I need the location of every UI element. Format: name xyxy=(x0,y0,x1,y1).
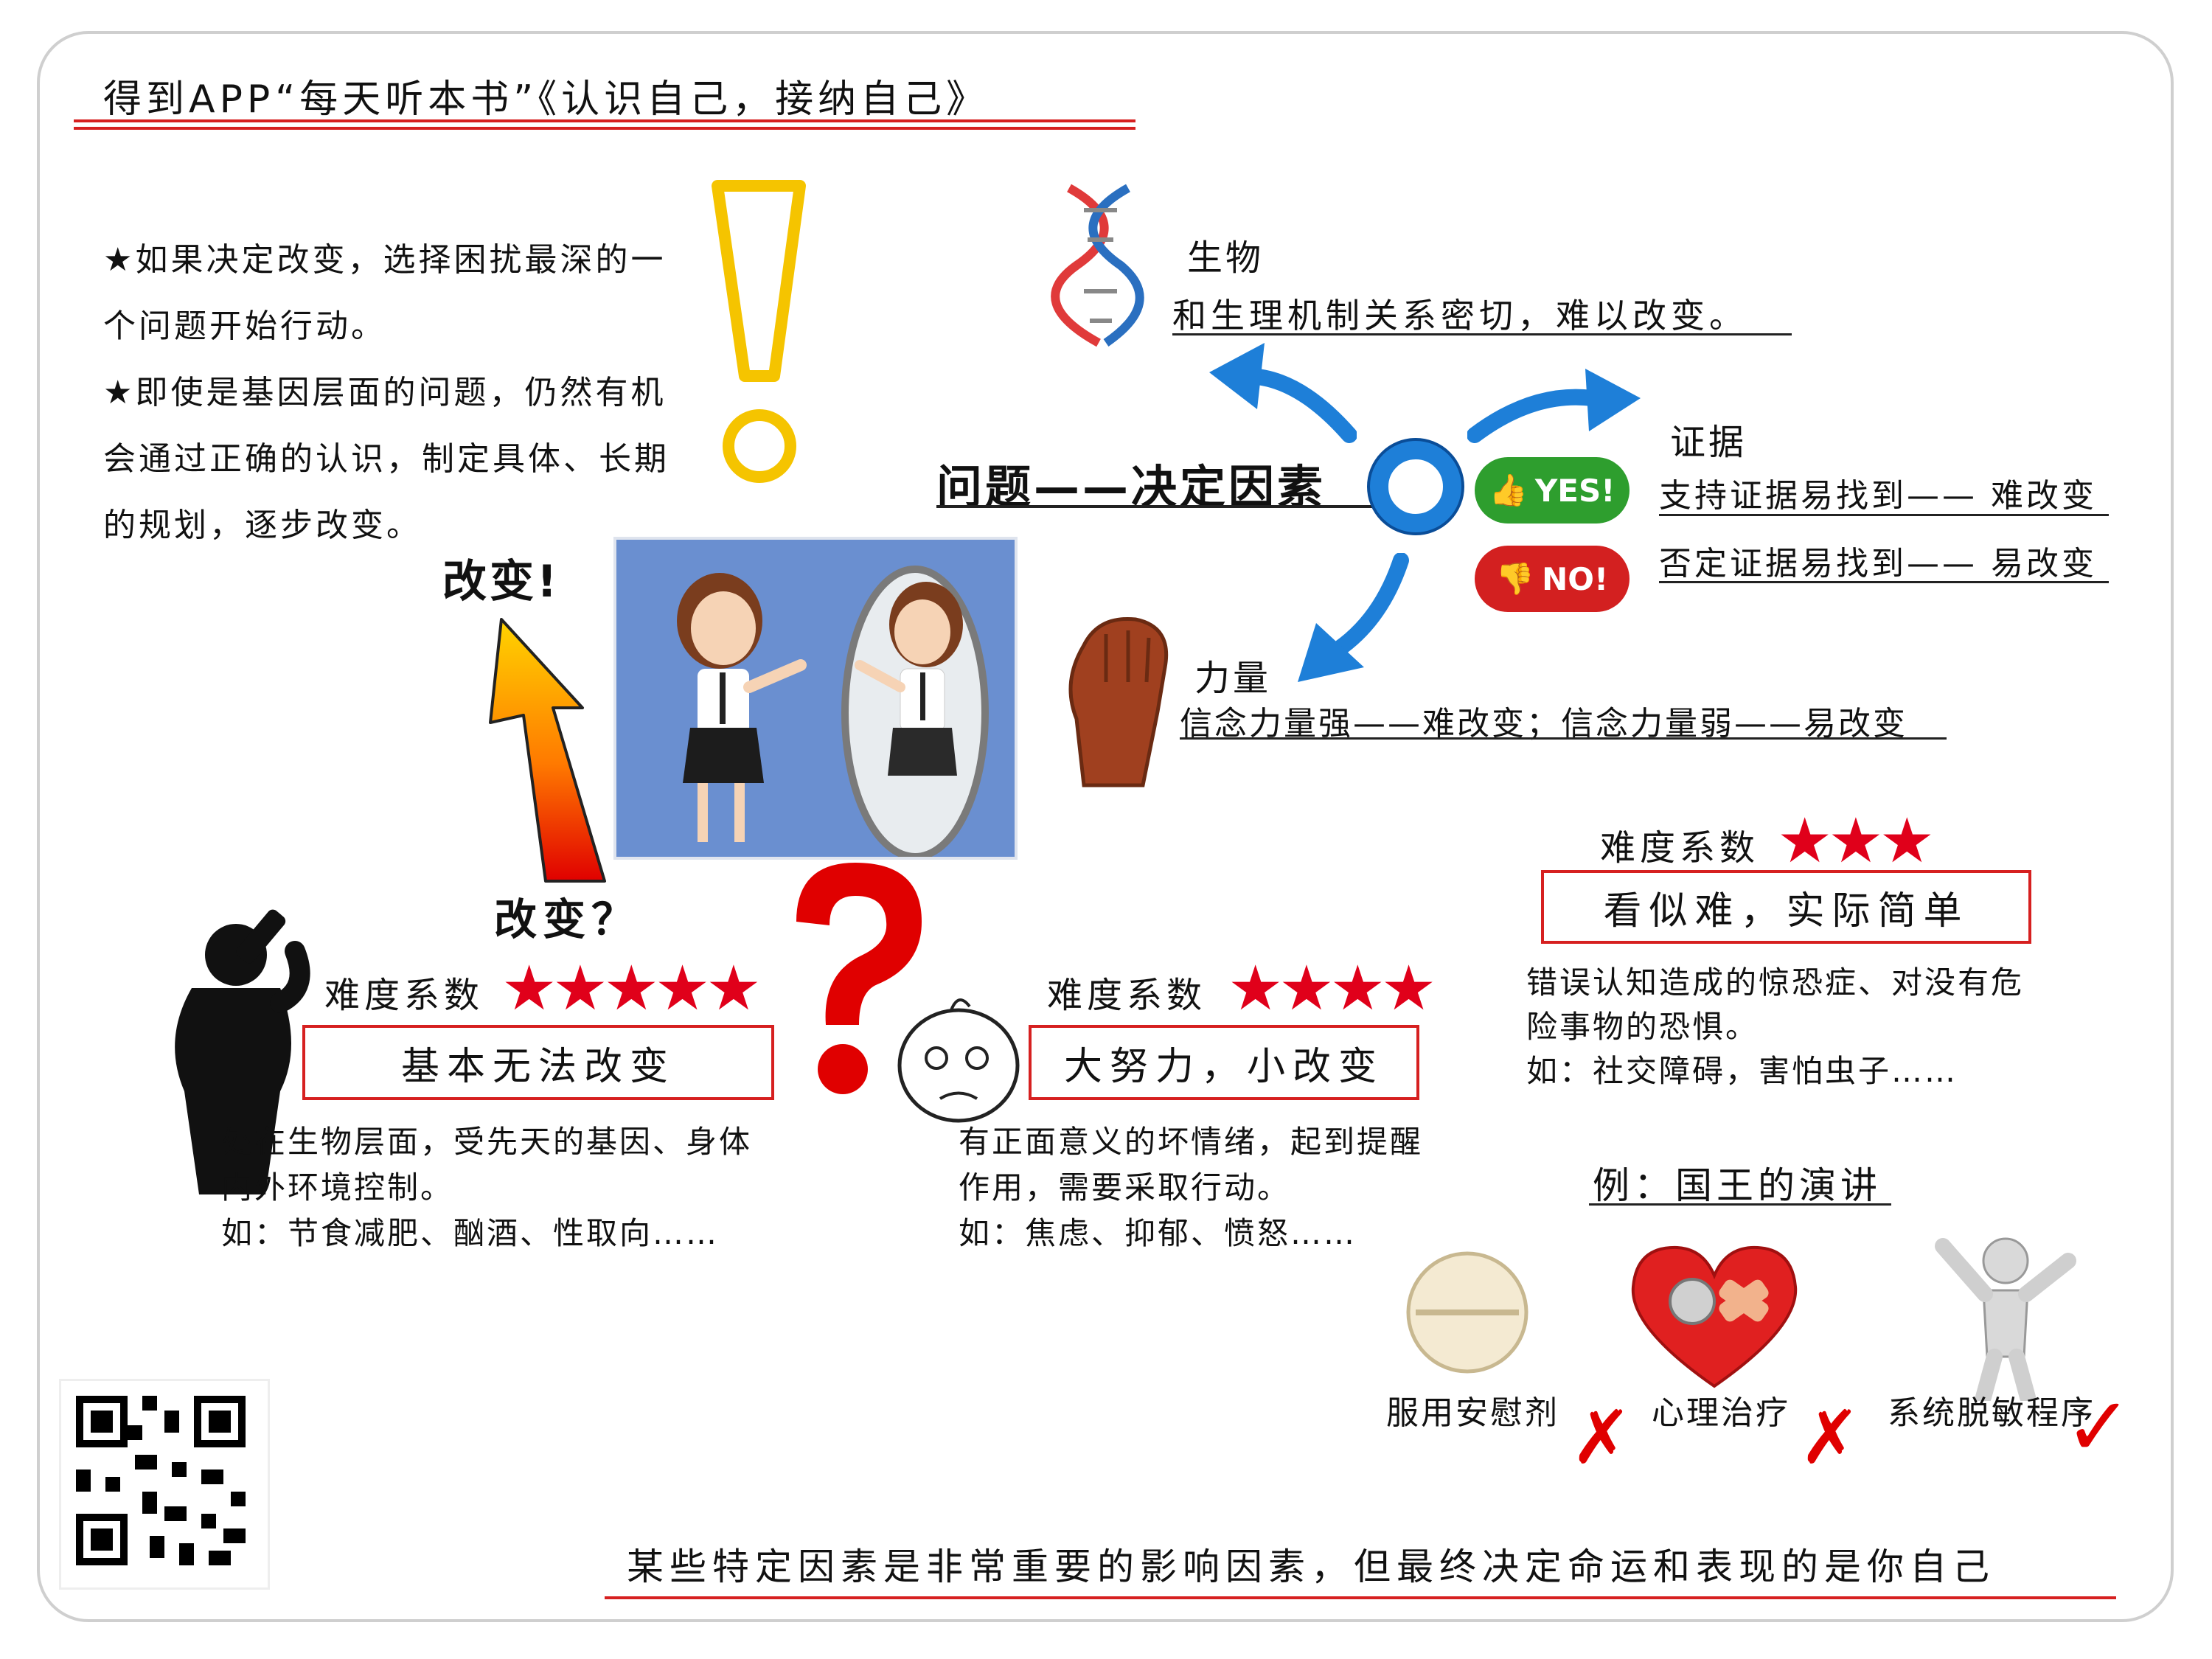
problem-underline xyxy=(936,505,1394,508)
level2-desc-2: 作用，需要采取行动。 xyxy=(959,1169,1291,1206)
level1-difficulty-label: 难度系数 xyxy=(324,975,484,1016)
qr-code-icon xyxy=(76,1396,246,1565)
title-underline-2 xyxy=(74,127,1135,130)
level1-desc-1: 处在生物层面，受先天的基因、身体 xyxy=(221,1124,753,1160)
evidence-deny: 否定证据易找到—— 易改变 xyxy=(1659,545,2097,582)
question-mark-icon xyxy=(796,863,922,1094)
change-exclaim-label: 改变! xyxy=(442,556,560,608)
pill-icon xyxy=(1406,1251,1528,1374)
option-3-result-icon: ✓ xyxy=(2065,1380,2133,1474)
example-title-underline xyxy=(1589,1203,1891,1206)
page-title: 得到APP“每天听本书”《认识自己，接纳自己》 xyxy=(103,77,990,122)
heart-medical-icon xyxy=(1631,1245,1798,1388)
evidence-support: 支持证据易找到—— 难改变 xyxy=(1659,477,2097,515)
evidence-deny-underline xyxy=(1659,581,2109,583)
biology-desc: 和生理机制关系密切，难以改变。 xyxy=(1172,296,1747,335)
option-3-label: 系统脱敏程序 xyxy=(1888,1394,2096,1432)
note-line-1: ★如果决定改变，选择困扰最深的一 xyxy=(103,241,667,279)
option-1-label: 服用安慰剂 xyxy=(1386,1394,1559,1432)
conclusion-text: 某些特定因素是非常重要的影响因素，但最终决定命运和表现的是你自己 xyxy=(627,1545,1995,1588)
yes-badge-text: YES! xyxy=(1534,472,1615,509)
option-1-result-icon: ✗ xyxy=(1571,1394,1632,1481)
note-line-5: 的规划，逐步改变。 xyxy=(103,507,422,544)
thumbs-up-icon: 👍 xyxy=(1489,472,1528,508)
page-frame xyxy=(37,31,2174,1622)
dna-icon xyxy=(1051,184,1144,347)
level1-summary-box: 基本无法改变 xyxy=(302,1025,774,1100)
level3-summary-box: 看似难，实际简单 xyxy=(1541,870,2031,944)
yes-badge: 👍 YES! xyxy=(1475,457,1630,524)
biology-underline xyxy=(1172,333,1792,335)
arrow-to-biology-icon xyxy=(1209,343,1357,443)
mirror-illustration xyxy=(613,537,1018,860)
level2-example: 如：焦虑、抑郁、愤怒…… xyxy=(959,1215,1357,1251)
thumbs-down-icon: 👎 xyxy=(1495,560,1535,597)
level2-stars: ★★★★ xyxy=(1228,952,1436,1024)
center-ring-icon xyxy=(1367,438,1464,535)
evidence-label: 证据 xyxy=(1670,422,1747,463)
arrow-to-evidence-icon xyxy=(1467,369,1641,443)
note-line-3: ★即使是基因层面的问题，仍然有机 xyxy=(103,374,667,411)
power-label: 力量 xyxy=(1194,658,1272,699)
no-badge-text: NO! xyxy=(1542,560,1609,597)
example-title: 例：国王的演讲 xyxy=(1593,1164,1882,1207)
no-badge: 👎 NO! xyxy=(1475,546,1630,612)
qr-code xyxy=(59,1379,270,1590)
conclusion-underline xyxy=(605,1596,2116,1599)
evidence-support-underline xyxy=(1659,514,2109,516)
worried-face-icon xyxy=(897,998,1020,1123)
level3-desc-1: 错误认知造成的惊恐症、对没有危 xyxy=(1526,964,2025,1001)
power-underline xyxy=(1180,737,1947,740)
fist-icon xyxy=(1068,616,1169,787)
exclamation-icon xyxy=(712,180,806,483)
option-2-result-icon: ✗ xyxy=(1799,1394,1861,1481)
drinking-man-icon xyxy=(175,909,310,1194)
level2-desc-1: 有正面意义的坏情绪，起到提醒 xyxy=(959,1124,1424,1160)
level1-desc-2: 内外环境控制。 xyxy=(221,1169,454,1206)
level3-example: 如：社交障碍，害怕虫子…… xyxy=(1526,1053,1958,1089)
problem-label: 问题——决定因素 xyxy=(936,460,1326,514)
level3-desc-2: 险事物的恐惧。 xyxy=(1526,1009,1759,1045)
biology-label: 生物 xyxy=(1187,237,1265,279)
level2-summary-box: 大努力，小改变 xyxy=(1029,1025,1419,1100)
level3-stars: ★★★ xyxy=(1777,804,1935,877)
level3-difficulty-label: 难度系数 xyxy=(1600,827,1760,869)
cheering-figure-icon xyxy=(1935,1237,2076,1401)
option-2-label: 心理治疗 xyxy=(1652,1394,1790,1432)
change-question-label: 改变？ xyxy=(494,894,641,945)
title-underline xyxy=(74,119,1135,122)
woman-mirror-icon xyxy=(677,566,989,860)
level2-difficulty-label: 难度系数 xyxy=(1047,975,1207,1016)
power-desc: 信念力量强——难改变；信念力量弱——易改变 xyxy=(1180,705,1907,742)
level1-stars: ★★★★★ xyxy=(501,952,762,1024)
level1-example: 如：节食减肥、酗酒、性取向…… xyxy=(221,1215,720,1251)
note-line-4: 会通过正确的认识，制定具体、长期 xyxy=(103,440,669,478)
up-arrow-icon xyxy=(489,618,606,883)
note-line-2: 个问题开始行动。 xyxy=(103,307,386,345)
arrow-to-power-icon xyxy=(1298,553,1409,682)
